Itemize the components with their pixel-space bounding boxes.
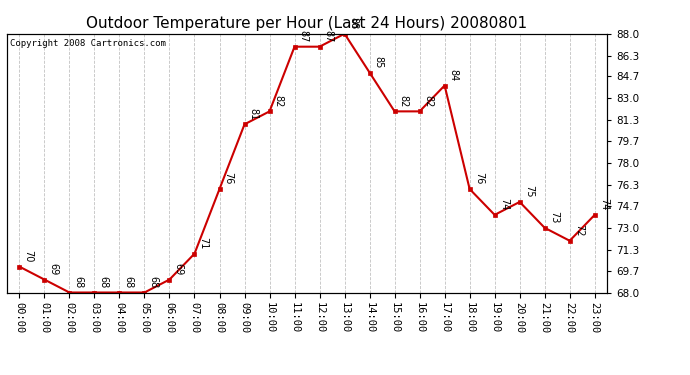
Text: 74: 74 bbox=[599, 198, 609, 211]
Text: 87: 87 bbox=[299, 30, 308, 42]
Text: 84: 84 bbox=[448, 69, 459, 81]
Text: 69: 69 bbox=[174, 263, 184, 275]
Text: 72: 72 bbox=[574, 224, 584, 237]
Text: 82: 82 bbox=[424, 95, 434, 107]
Text: 68: 68 bbox=[74, 276, 83, 288]
Text: Copyright 2008 Cartronics.com: Copyright 2008 Cartronics.com bbox=[10, 39, 166, 48]
Text: 73: 73 bbox=[549, 211, 559, 223]
Title: Outdoor Temperature per Hour (Last 24 Hours) 20080801: Outdoor Temperature per Hour (Last 24 Ho… bbox=[86, 16, 528, 31]
Text: 69: 69 bbox=[48, 263, 59, 275]
Text: 74: 74 bbox=[499, 198, 509, 211]
Text: 68: 68 bbox=[99, 276, 108, 288]
Text: 76: 76 bbox=[224, 172, 234, 185]
Text: 82: 82 bbox=[399, 95, 408, 107]
Text: 82: 82 bbox=[274, 95, 284, 107]
Text: 76: 76 bbox=[474, 172, 484, 185]
Text: 85: 85 bbox=[374, 56, 384, 68]
Text: 88: 88 bbox=[348, 17, 359, 30]
Text: 75: 75 bbox=[524, 185, 534, 198]
Text: 70: 70 bbox=[23, 250, 34, 262]
Text: 68: 68 bbox=[148, 276, 159, 288]
Text: 68: 68 bbox=[124, 276, 134, 288]
Text: 87: 87 bbox=[324, 30, 334, 42]
Text: 81: 81 bbox=[248, 108, 259, 120]
Text: 71: 71 bbox=[199, 237, 208, 249]
